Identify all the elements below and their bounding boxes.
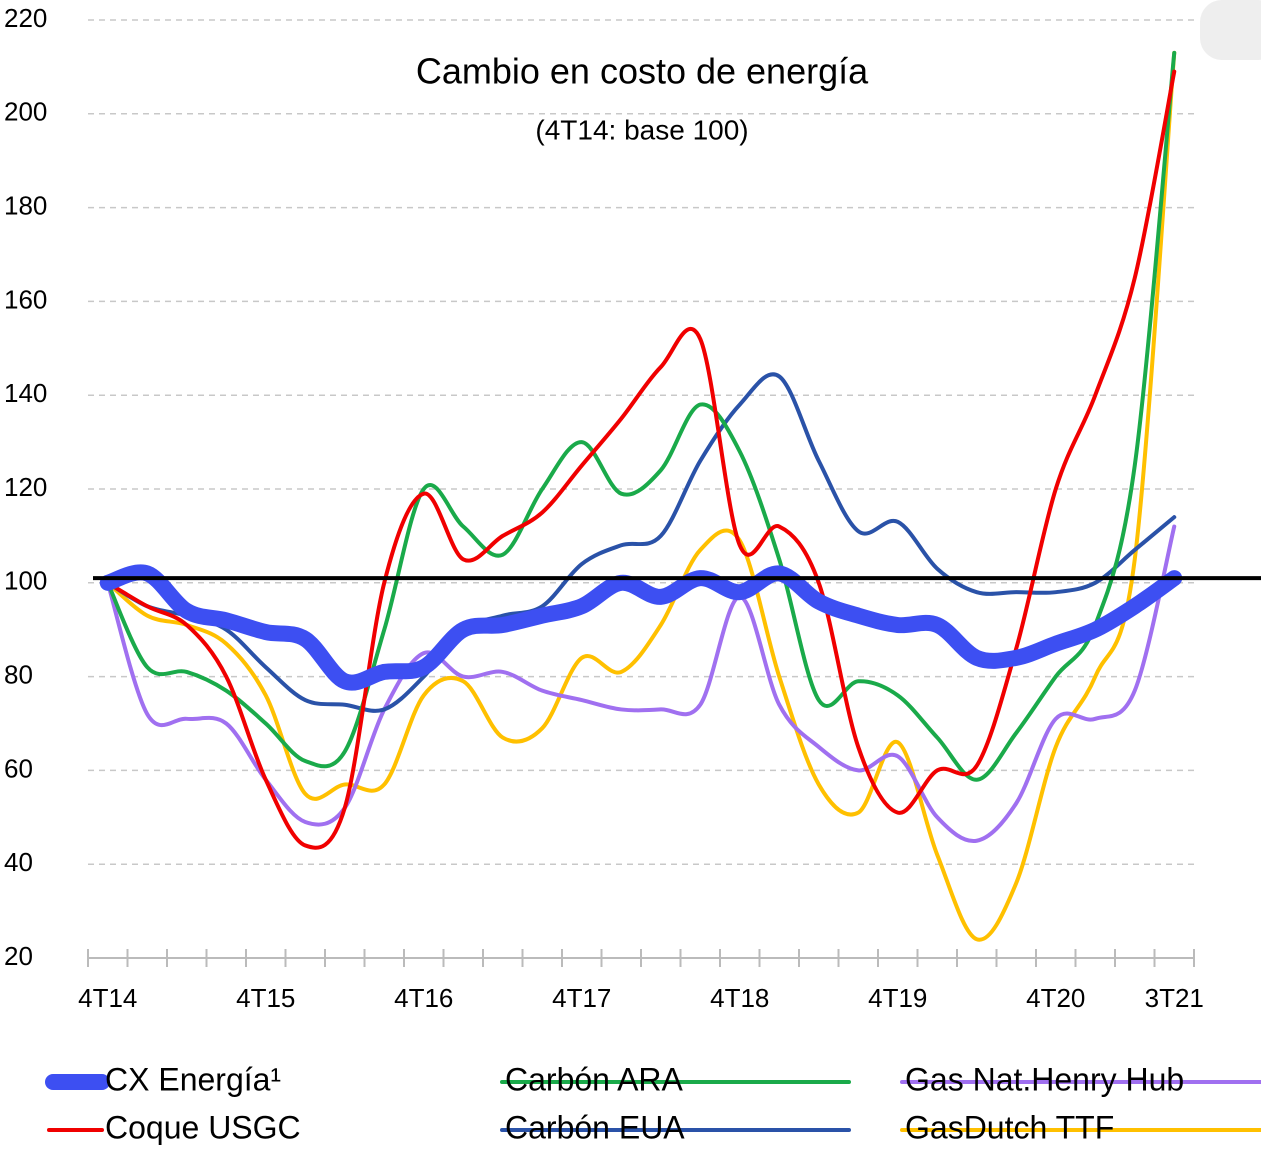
legend-label: CX Energía¹ — [105, 1061, 281, 1097]
chart-title: Cambio en costo de energía — [416, 51, 869, 92]
series-line — [105, 50, 1177, 782]
corner-decoration — [1200, 0, 1261, 60]
y-tick-label: 80 — [4, 659, 33, 689]
x-tick-label: 4T19 — [868, 983, 927, 1013]
series-line — [105, 50, 1177, 942]
y-tick-label: 180 — [4, 190, 47, 220]
legend-label: Carbón EUA — [505, 1109, 685, 1145]
y-tick-label: 40 — [4, 847, 33, 877]
legend-label: GasDutch TTF — [905, 1109, 1114, 1145]
y-tick-label: 160 — [4, 284, 47, 314]
series-line — [99, 564, 1183, 691]
x-tick-label: 4T17 — [552, 983, 611, 1013]
x-tick-label: 4T16 — [394, 983, 453, 1013]
y-tick-label: 100 — [4, 566, 47, 596]
series-line — [105, 69, 1177, 850]
x-tick-label: 4T20 — [1026, 983, 1085, 1013]
x-tick-label: 4T15 — [236, 983, 295, 1013]
chart-subtitle: (4T14: base 100) — [535, 114, 748, 145]
x-tick-label: 4T14 — [78, 983, 137, 1013]
y-tick-label: 120 — [4, 472, 47, 502]
y-tick-label: 200 — [4, 97, 47, 127]
y-tick-label: 140 — [4, 378, 47, 408]
y-tick-label: 60 — [4, 753, 33, 783]
y-tick-label: 220 — [4, 3, 47, 33]
legend-label: Gas Nat.Henry Hub — [905, 1061, 1184, 1097]
legend-label: Coque USGC — [105, 1109, 301, 1145]
x-tick-label: 3T21 — [1145, 983, 1204, 1013]
series-line — [105, 524, 1177, 843]
y-tick-label: 20 — [4, 941, 33, 971]
series-line — [105, 372, 1177, 713]
legend-label: Carbón ARA — [505, 1061, 684, 1097]
x-tick-label: 4T18 — [710, 983, 769, 1013]
